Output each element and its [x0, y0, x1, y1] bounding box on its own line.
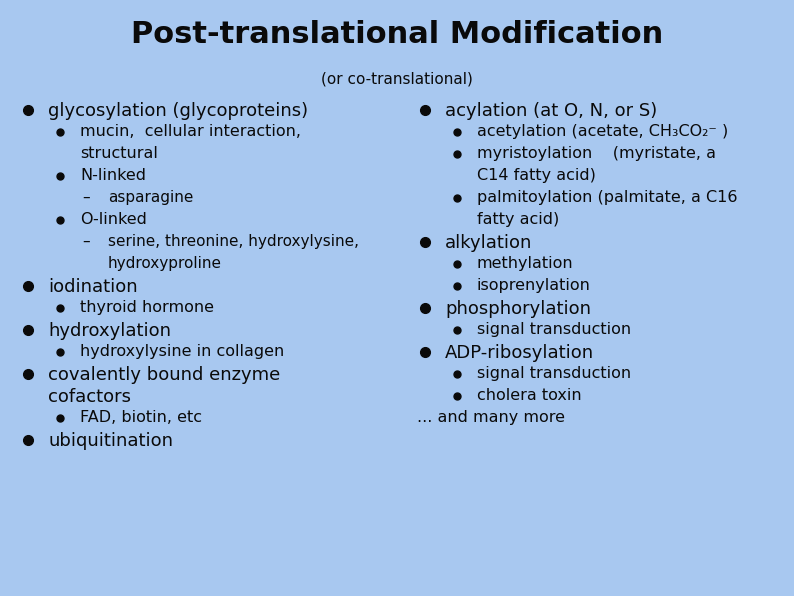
Text: isoprenylation: isoprenylation	[477, 278, 591, 293]
Text: N-linked: N-linked	[80, 168, 146, 183]
Text: hydroxylysine in collagen: hydroxylysine in collagen	[80, 344, 284, 359]
Text: acetylation (acetate, CH₃CO₂⁻ ): acetylation (acetate, CH₃CO₂⁻ )	[477, 124, 728, 139]
Text: covalently bound enzyme: covalently bound enzyme	[48, 366, 280, 384]
Text: O-linked: O-linked	[80, 212, 147, 227]
Text: methylation: methylation	[477, 256, 573, 271]
Text: cholera toxin: cholera toxin	[477, 388, 582, 403]
Text: glycosylation (glycoproteins): glycosylation (glycoproteins)	[48, 102, 308, 120]
Text: FAD, biotin, etc: FAD, biotin, etc	[80, 410, 202, 425]
Text: palmitoylation (palmitate, a C16: palmitoylation (palmitate, a C16	[477, 190, 738, 205]
Text: (or co-translational): (or co-translational)	[321, 72, 473, 87]
Text: Post-translational Modification: Post-translational Modification	[131, 20, 663, 49]
Text: C14 fatty acid): C14 fatty acid)	[477, 168, 596, 183]
Text: serine, threonine, hydroxylysine,: serine, threonine, hydroxylysine,	[108, 234, 359, 249]
Text: myristoylation    (myristate, a: myristoylation (myristate, a	[477, 146, 716, 161]
Text: cofactors: cofactors	[48, 388, 131, 406]
Text: structural: structural	[80, 146, 158, 161]
Text: thyroid hormone: thyroid hormone	[80, 300, 214, 315]
Text: alkylation: alkylation	[445, 234, 532, 252]
Text: phosphorylation: phosphorylation	[445, 300, 591, 318]
Text: ubiquitination: ubiquitination	[48, 432, 173, 450]
Text: hydroxylation: hydroxylation	[48, 322, 171, 340]
Text: hydroxyproline: hydroxyproline	[108, 256, 222, 271]
Text: ADP-ribosylation: ADP-ribosylation	[445, 344, 594, 362]
Text: acylation (at O, N, or S): acylation (at O, N, or S)	[445, 102, 657, 120]
Text: fatty acid): fatty acid)	[477, 212, 559, 227]
Text: signal transduction: signal transduction	[477, 322, 631, 337]
Text: asparagine: asparagine	[108, 190, 194, 205]
Text: signal transduction: signal transduction	[477, 366, 631, 381]
Text: –: –	[82, 190, 90, 205]
Text: iodination: iodination	[48, 278, 137, 296]
Text: ... and many more: ... and many more	[417, 410, 565, 425]
Text: mucin,  cellular interaction,: mucin, cellular interaction,	[80, 124, 301, 139]
Text: –: –	[82, 234, 90, 249]
